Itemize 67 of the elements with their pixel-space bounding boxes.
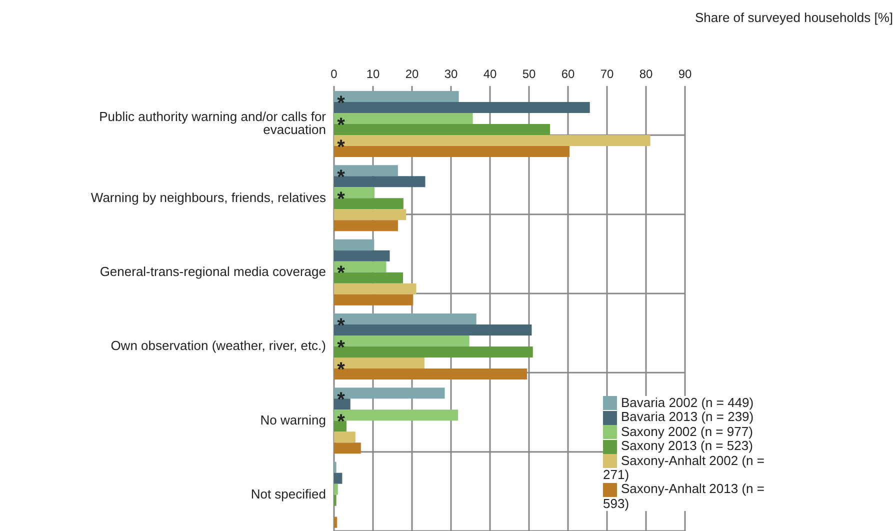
data-label: * [337, 336, 346, 359]
legend-label: Saxony 2002 (n = 977) [621, 424, 753, 439]
bar [334, 336, 470, 346]
x-tick-label: 90 [678, 67, 692, 81]
bar [334, 91, 459, 102]
bar [334, 314, 476, 324]
bar [334, 239, 374, 250]
y-tick-label: No warning [260, 412, 326, 428]
bar [334, 102, 590, 113]
legend-label: Saxony 2013 (n = 523) [621, 438, 753, 454]
bar [334, 368, 528, 380]
x-tick-label: 80 [639, 67, 653, 81]
data-label: * [337, 114, 346, 136]
bar [334, 135, 650, 146]
data-label: * [337, 92, 346, 114]
x-tick-label: 10 [366, 67, 380, 81]
bar [334, 198, 404, 210]
data-label: * [337, 188, 346, 210]
data-label: * [337, 410, 346, 433]
bar [334, 442, 361, 454]
bar [334, 261, 386, 272]
bar [334, 410, 458, 421]
legend-label: Bavaria 2002 (n = 449) [621, 394, 754, 410]
bar [334, 358, 424, 368]
bar [334, 220, 398, 232]
bar [334, 420, 346, 432]
y-tick-label: General-trans-regional media coverage [100, 264, 326, 280]
bar [334, 272, 404, 284]
bar [334, 146, 570, 157]
bar [334, 432, 356, 443]
bar [334, 250, 390, 262]
data-label: * [337, 314, 346, 337]
bar [334, 176, 426, 188]
bar [334, 113, 473, 124]
bar [334, 283, 416, 294]
x-axis-title: Share of surveyed households [%] [694, 10, 893, 25]
legend-label: Saxony-Anhalt 2013 (n = 593) [603, 481, 764, 511]
bar [334, 472, 342, 484]
bar [334, 324, 532, 336]
y-tick-label: Public authority warning and/or calls for evacuation [99, 109, 327, 138]
x-tick-label: 70 [600, 67, 614, 81]
data-label: * [337, 388, 346, 411]
data-label: * [337, 262, 346, 285]
x-tick-label: 60 [561, 67, 575, 81]
bar [334, 209, 406, 220]
data-label: * [337, 358, 346, 381]
bar [334, 398, 350, 410]
x-tick-label: 0 [330, 67, 338, 81]
data-label: * [337, 166, 346, 188]
bar [334, 294, 414, 306]
bar [334, 124, 550, 135]
bar [334, 187, 375, 198]
bar [334, 516, 338, 528]
x-tick-label: 50 [522, 67, 536, 81]
y-tick-label: Not specified [250, 486, 326, 502]
legend-label: Bavaria 2013 (n = 239) [621, 409, 754, 424]
x-tick-label: 40 [483, 67, 497, 81]
bar [334, 346, 533, 358]
y-tick-label: Own observation (weather, river, etc.) [110, 338, 326, 354]
legend-label: Saxony-Anhalt 2002 (n = 271) [603, 452, 764, 482]
data-label: * [337, 136, 346, 158]
x-tick-label: 30 [444, 67, 458, 81]
bar [334, 165, 398, 176]
x-tick-label: 20 [405, 67, 419, 81]
bar [334, 484, 338, 495]
bar [334, 388, 445, 399]
y-tick-label: Warning by neighbours, friends, relatives [90, 190, 326, 205]
